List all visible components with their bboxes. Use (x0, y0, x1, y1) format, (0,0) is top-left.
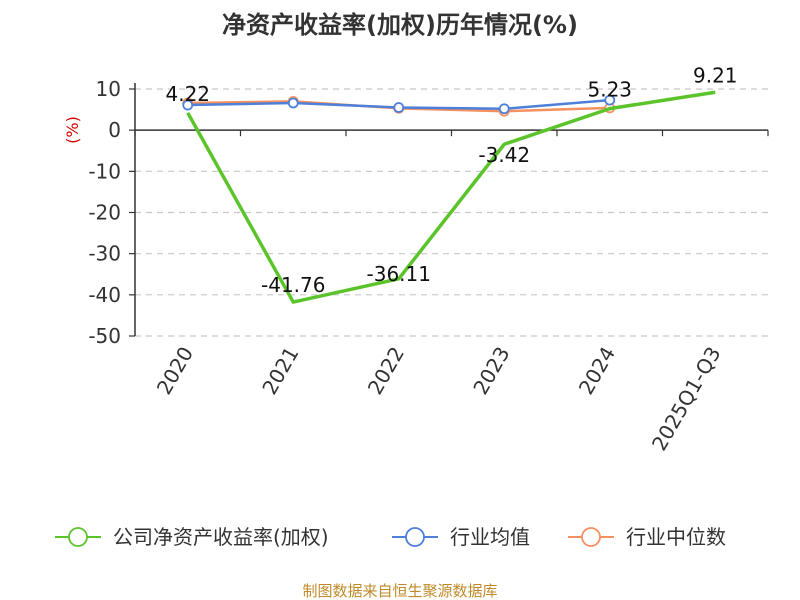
series-point (393, 102, 405, 113)
y-axis-unit-label: (%) (63, 116, 82, 144)
x-tick-label: 2020 (152, 343, 198, 399)
x-tick-label: 2023 (468, 343, 514, 399)
y-tick-label: 0 (108, 118, 121, 142)
data-label: 9.21 (693, 63, 738, 87)
data-label: 5.23 (587, 78, 632, 102)
legend: 公司净资产收益率(加权) 行业均值 行业中位数 (55, 525, 726, 549)
x-tick-label: 2021 (257, 343, 303, 399)
series-point (604, 94, 616, 106)
series-point (182, 99, 194, 111)
data-label: -3.42 (478, 143, 530, 167)
series-line (186, 90, 716, 304)
data-labels: 4.22 -41.76 -36.11 -3.42 5.23 9.21 (165, 63, 737, 297)
x-tick-label: 2022 (363, 343, 409, 399)
legend-marker (405, 527, 425, 547)
x-tick-label: 2025Q1-Q3 (647, 343, 726, 455)
y-tick-label: -20 (88, 201, 121, 225)
data-source-footer: 制图数据来自恒生聚源数据库 (302, 582, 497, 600)
legend-label: 公司净资产收益率(加权) (113, 525, 329, 549)
data-label: 4.22 (165, 82, 210, 106)
legend-label: 行业中位数 (626, 525, 726, 549)
legend-marker (68, 527, 88, 547)
y-tick-label: 10 (96, 77, 121, 101)
y-tick-label: -50 (88, 324, 121, 348)
y-tick-label: -30 (88, 242, 121, 266)
legend-label: 行业均值 (450, 525, 530, 549)
series-point (498, 103, 510, 115)
series-lines (182, 90, 716, 304)
y-tick-label: -40 (88, 283, 121, 307)
data-label: -41.76 (261, 273, 325, 297)
chart-title: 净资产收益率(加权)历年情况(%) (222, 11, 578, 39)
x-tick-label: 2024 (574, 343, 620, 399)
series-point (287, 97, 299, 109)
data-label: -36.11 (367, 262, 431, 286)
legend-marker (581, 527, 601, 547)
y-tick-label: -10 (88, 159, 121, 183)
